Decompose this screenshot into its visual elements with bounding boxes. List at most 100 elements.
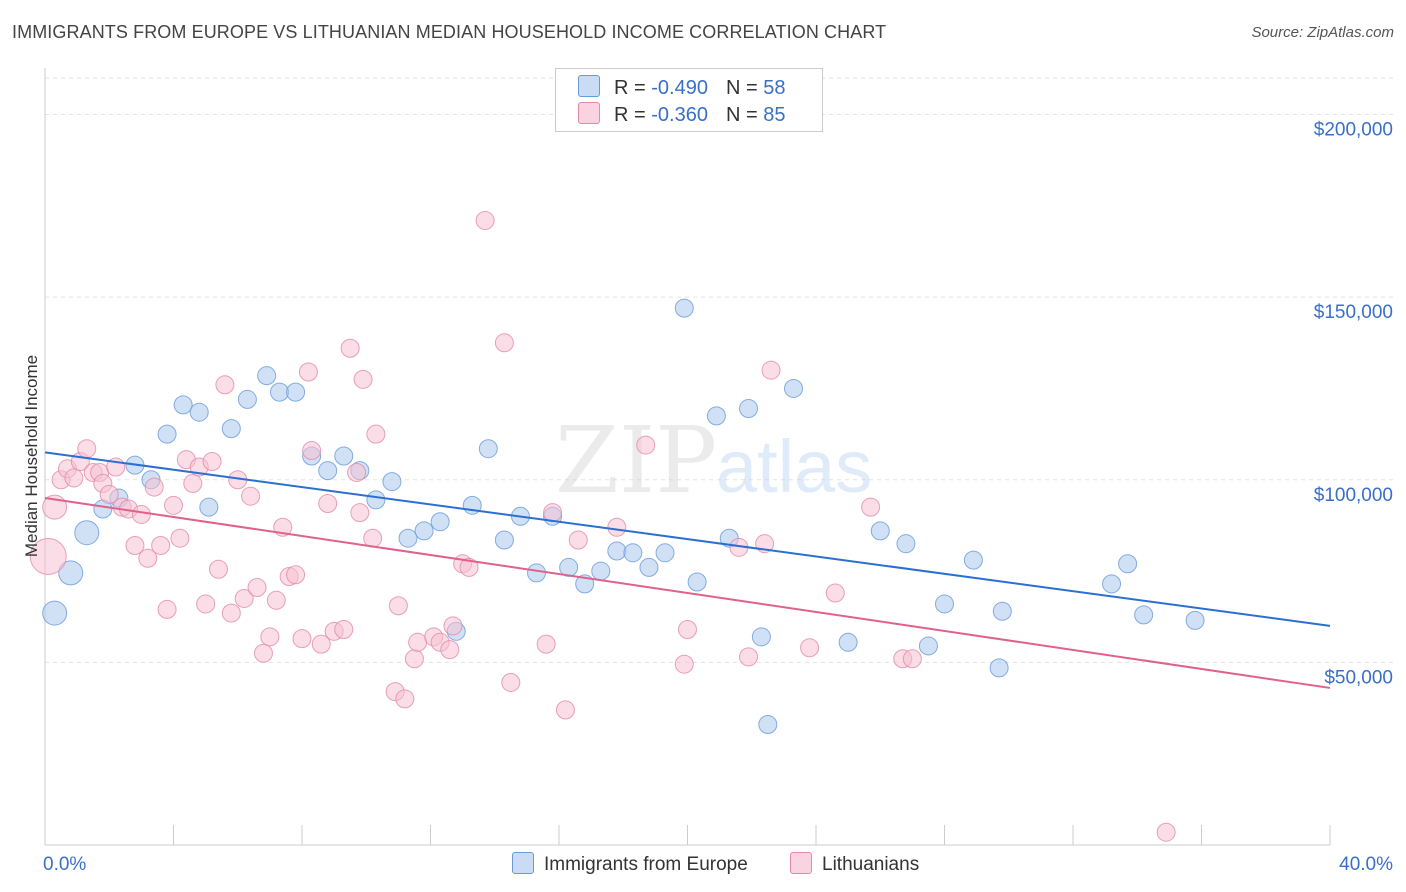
point-lithuanians (318, 494, 338, 514)
point-europe (199, 497, 219, 517)
legend-swatch-lithuanians (578, 102, 600, 124)
point-lithuanians (404, 649, 424, 669)
point-lithuanians (678, 620, 697, 640)
point-lithuanians (1156, 822, 1176, 842)
y-tick-label: $200,000 (1314, 120, 1393, 141)
point-europe (42, 600, 68, 626)
bottom-legend-label-europe: Immigrants from Europe (544, 854, 748, 875)
point-europe (318, 461, 338, 481)
point-europe (655, 543, 675, 563)
y-tick-label: $50,000 (1324, 667, 1393, 688)
point-lithuanians (157, 599, 177, 619)
point-lithuanians (292, 629, 312, 649)
point-europe (74, 520, 100, 546)
point-lithuanians (388, 596, 408, 616)
point-europe (1118, 554, 1138, 574)
point-lithuanians (64, 468, 84, 488)
trend-line-europe (44, 451, 1331, 627)
point-lithuanians (543, 503, 563, 523)
axes (44, 68, 1331, 846)
point-lithuanians (674, 654, 694, 674)
point-europe (784, 378, 804, 398)
watermark-zip: ZIP (555, 407, 717, 514)
point-europe (189, 402, 209, 422)
point-lithuanians (761, 360, 781, 380)
point-europe (398, 528, 418, 548)
point-lithuanians (475, 210, 495, 230)
point-europe (896, 534, 916, 554)
point-europe (1102, 574, 1122, 594)
point-europe (838, 632, 858, 652)
point-europe (494, 530, 514, 550)
legend-row-europe: R = -0.490 N = 58 (578, 75, 785, 99)
point-europe (739, 399, 759, 419)
point-lithuanians (29, 537, 67, 575)
point-lithuanians (286, 565, 306, 585)
point-lithuanians (202, 452, 222, 471)
bottom-legend-europe[interactable]: Immigrants from Europe (512, 852, 748, 876)
point-europe (221, 419, 241, 439)
point-europe (918, 636, 938, 656)
point-lithuanians (138, 548, 158, 568)
point-europe (870, 521, 890, 541)
point-europe (607, 541, 627, 561)
point-lithuanians (234, 588, 254, 608)
legend-n-value: 58 (763, 77, 786, 99)
point-lithuanians (221, 603, 241, 623)
point-lithuanians (501, 672, 521, 692)
point-europe (674, 298, 694, 318)
point-europe (173, 395, 193, 415)
point-europe (157, 424, 177, 444)
point-lithuanians (443, 616, 463, 636)
point-europe (687, 572, 707, 592)
point-lithuanians (568, 530, 588, 550)
point-europe (1185, 610, 1205, 630)
legend-n-value: 85 (763, 104, 786, 126)
point-lithuanians (340, 338, 360, 358)
point-lithuanians (408, 632, 428, 652)
bottom-legend-lithuanians[interactable]: Lithuanians (790, 852, 919, 876)
point-europe (751, 627, 771, 647)
grid-lines (45, 77, 1395, 663)
legend-swatch-europe (578, 75, 600, 97)
bottom-legend-swatch-lithuanians (790, 852, 812, 874)
point-lithuanians (739, 647, 759, 667)
point-europe (382, 472, 402, 492)
legend-r-label: R = (614, 104, 652, 126)
point-lithuanians (170, 528, 190, 548)
correlation-legend: R = -0.490 N = 58 R = -0.360 N = 85 (555, 68, 823, 132)
point-lithuanians (440, 640, 460, 660)
point-europe (414, 521, 434, 541)
point-lithuanians (636, 435, 656, 455)
point-lithuanians (536, 634, 556, 654)
point-lithuanians (334, 620, 354, 640)
point-lithuanians (607, 517, 627, 537)
point-lithuanians (183, 473, 203, 493)
point-europe (527, 563, 547, 583)
point-lithuanians (353, 369, 373, 389)
legend-n-label: N = (725, 77, 764, 99)
point-europe (623, 543, 643, 563)
tick-labels: $50,000 $100,000 $150,000 $200,000 0.0% 40.0% (43, 120, 1393, 875)
legend-n-label: N = (725, 104, 764, 126)
point-lithuanians (164, 495, 183, 515)
point-lithuanians (125, 536, 145, 556)
point-lithuanians (215, 375, 235, 395)
point-lithuanians (260, 627, 280, 647)
legend-r-value: -0.490 (651, 77, 708, 99)
point-lithuanians (311, 634, 331, 654)
point-lithuanians (861, 497, 881, 517)
x-tick-label-max: 40.0% (1339, 854, 1393, 875)
point-lithuanians (298, 362, 318, 382)
point-lithuanians (363, 528, 383, 548)
point-lithuanians (350, 503, 370, 523)
point-europe (992, 601, 1012, 621)
point-europe (989, 658, 1009, 678)
point-lithuanians (151, 536, 171, 556)
point-europe (639, 557, 659, 577)
point-europe (935, 594, 954, 614)
point-europe (237, 389, 257, 409)
bottom-legend-label-lithuanians: Lithuanians (822, 854, 920, 875)
point-lithuanians (494, 333, 514, 353)
